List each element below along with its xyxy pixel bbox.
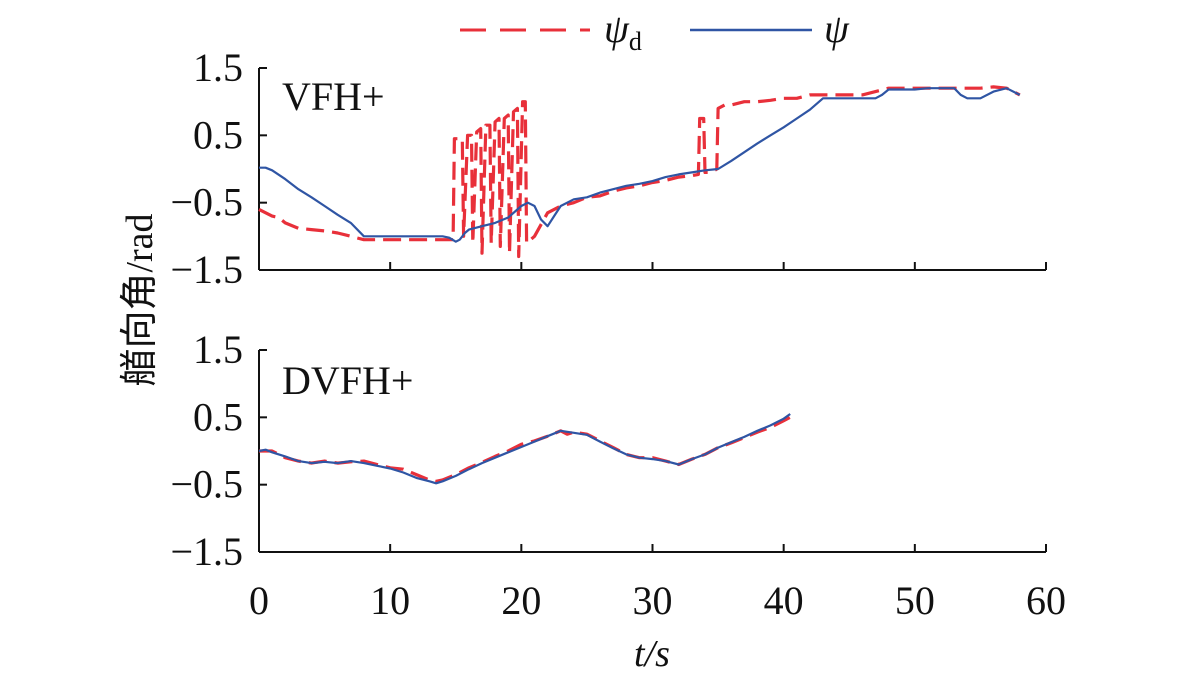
y-axis-label: 艏向角/rad	[119, 213, 161, 386]
xtick-label-5: 50	[895, 578, 935, 623]
xtick-label-2: 20	[501, 578, 541, 623]
xtick-label-3: 30	[633, 578, 673, 623]
bottom-ytick-label-2: −0.5	[170, 462, 243, 507]
top-ytick-label-2: −0.5	[170, 180, 243, 225]
bottom-series-psi-line	[258, 413, 791, 485]
legend-label-psi-d: ψd	[604, 6, 642, 56]
legend-label-psi-d-sub: d	[629, 27, 642, 56]
xtick-label-6: 60	[1026, 578, 1066, 623]
top-ytick-label-3: −1.5	[170, 247, 243, 292]
top-series-psi-line	[259, 87, 1021, 243]
panel-dvfh: DVFH+ 1.5 0.5 −0.5 −1.5 0 10 20 30 40 50 60	[170, 327, 1066, 623]
bottom-series-psi-d-line	[259, 415, 791, 483]
bottom-ytick-label-3: −1.5	[170, 529, 243, 574]
x-axis-label: t/s	[634, 633, 670, 675]
bottom-ytick-label-1: 0.5	[193, 394, 243, 439]
panel-vfh: VFH+ 1.5 0.5 −0.5 −1.5	[170, 45, 1047, 292]
xtick-label-4: 40	[764, 578, 804, 623]
panel-label-dvfh: DVFH+	[282, 358, 413, 403]
bottom-ytick-label-0: 1.5	[193, 327, 243, 372]
top-ytick-label-0: 1.5	[193, 45, 243, 90]
legend: ψd ψ	[460, 6, 850, 56]
x-axis-label-text: t/s	[634, 633, 670, 675]
top-ytick-label-1: 0.5	[193, 112, 243, 157]
legend-label-psi: ψ	[824, 6, 850, 51]
xtick-label-0: 0	[249, 578, 269, 623]
top-series-psi-d-line	[258, 85, 1021, 259]
legend-label-psi-d-symbol: ψ	[604, 6, 630, 51]
xtick-label-1: 10	[370, 578, 410, 623]
panel-label-vfh: VFH+	[282, 74, 385, 119]
